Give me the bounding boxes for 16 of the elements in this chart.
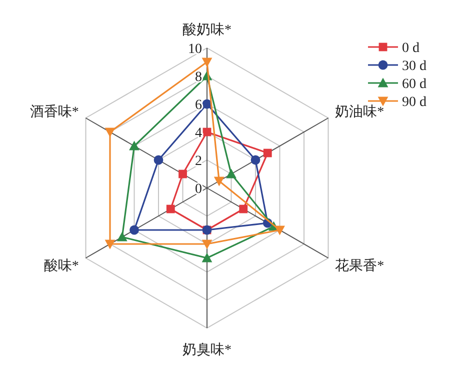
spoke-label: 花果香*: [335, 258, 384, 274]
spoke-label: 酒香味*: [30, 104, 79, 120]
y-tick-label: 0: [195, 182, 202, 197]
y-tick-label: 10: [188, 42, 202, 57]
y-tick-label: 6: [195, 98, 202, 113]
legend-label: 60 d: [402, 77, 426, 92]
spoke-label: 奶臭味*: [182, 342, 232, 358]
legend-label: 30 d: [402, 59, 426, 74]
spoke-label: 酸奶味*: [182, 22, 232, 38]
y-tick-label: 4: [195, 126, 202, 141]
legend-label: 0 d: [402, 41, 420, 56]
spoke-label: 奶油味*: [335, 104, 384, 120]
y-tick-label: 2: [195, 154, 202, 169]
legend-label: 90 d: [402, 95, 426, 110]
y-tick-label: 8: [195, 70, 202, 85]
spoke-label: 酸味*: [44, 258, 79, 274]
